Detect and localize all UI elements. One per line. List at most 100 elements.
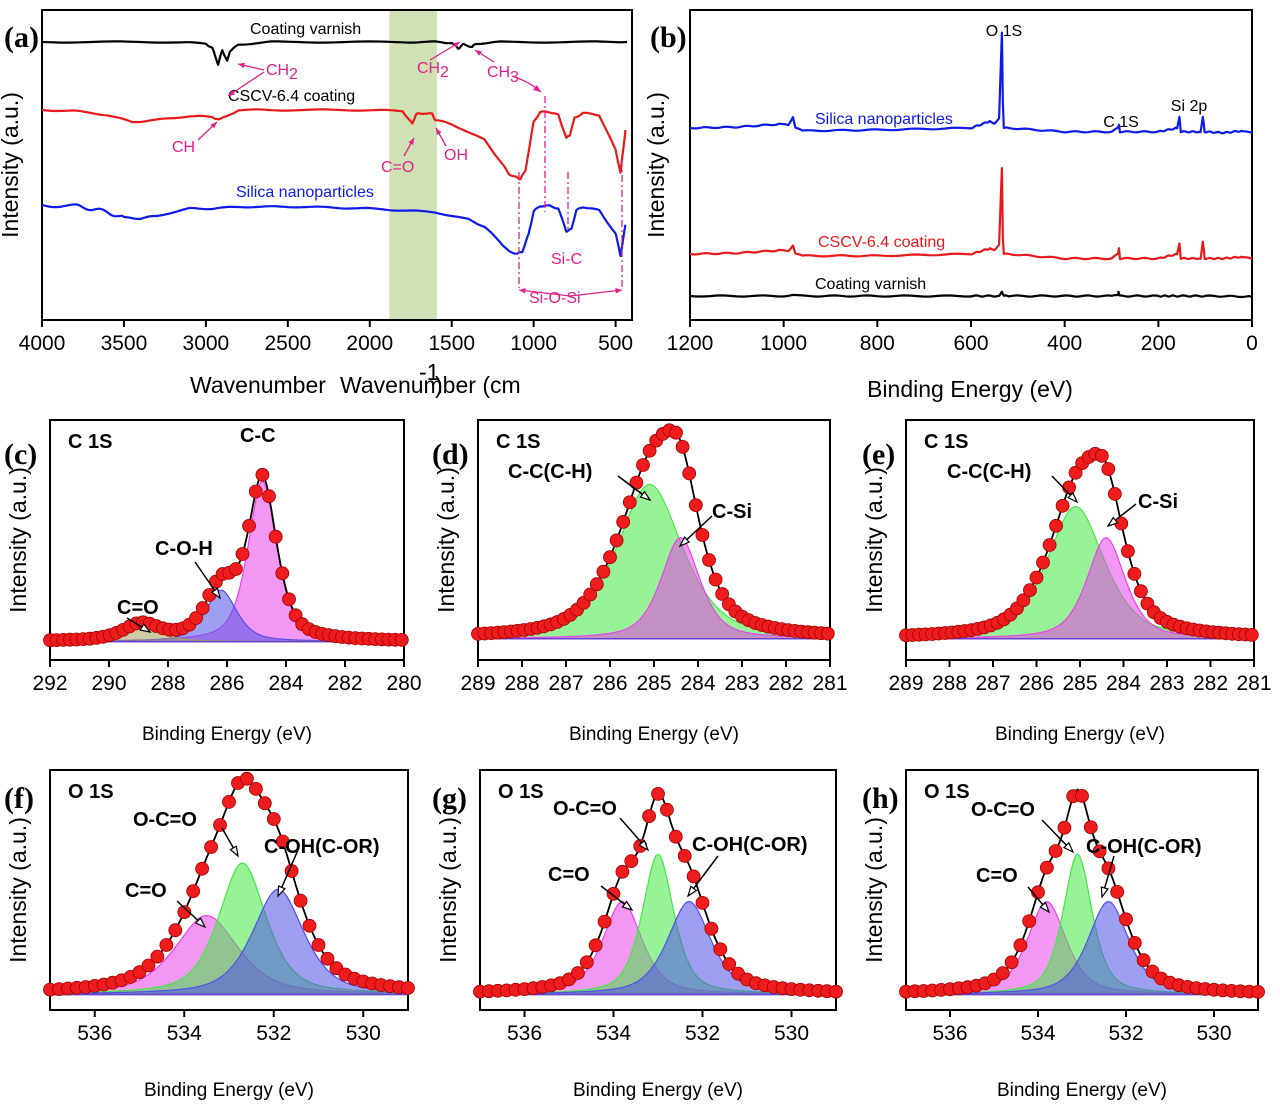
data-point xyxy=(1042,538,1057,552)
series-line xyxy=(41,203,627,258)
peak-label: C-Si xyxy=(1138,491,1178,513)
x-tick-label: 281 xyxy=(812,672,847,695)
peak-arrowhead xyxy=(621,900,634,912)
peak-label: C-OH(C-OR) xyxy=(264,836,380,858)
x-axis-label: Binding Energy (eV) xyxy=(997,1080,1167,1101)
x-tick-label: 288 xyxy=(504,672,539,695)
y-axis-label: Intensity (a.u.) xyxy=(5,817,31,963)
series-label: Silica nanoparticles xyxy=(236,184,374,201)
data-point xyxy=(1092,844,1107,859)
data-point xyxy=(235,547,250,561)
data-point xyxy=(682,466,697,481)
x-tick-label: 287 xyxy=(975,672,1010,695)
data-point xyxy=(1029,570,1044,585)
panel-label: (b) xyxy=(650,21,687,54)
x-axis-label: Binding Energy (eV) xyxy=(142,724,312,745)
data-point xyxy=(1101,462,1116,476)
x-tick-label: 536 xyxy=(77,1022,112,1045)
annotation-arrow xyxy=(569,289,623,297)
peak-arrowhead xyxy=(277,885,286,898)
data-point xyxy=(255,467,270,482)
y-axis-label: Intensity (a.u.) xyxy=(435,817,461,963)
peak-arrowhead xyxy=(1100,886,1109,899)
data-point xyxy=(248,782,263,796)
data-point xyxy=(588,938,603,953)
data-point xyxy=(1119,912,1133,927)
data-point xyxy=(636,458,650,472)
axes-frame xyxy=(479,769,837,1011)
annotation-ch2-sub: 2 xyxy=(440,64,449,81)
x-tick-label: 286 xyxy=(209,672,244,695)
y-axis-label: Intensity (a.u.) xyxy=(433,467,459,613)
data-point xyxy=(1075,789,1089,803)
annotation-arrowhead xyxy=(615,288,622,294)
data-point xyxy=(1127,936,1142,950)
data-point xyxy=(266,812,281,826)
data-point xyxy=(669,425,683,440)
data-point xyxy=(1083,820,1098,835)
series-line xyxy=(689,31,1253,135)
series-line xyxy=(689,167,1253,261)
peak-label: O-C=O xyxy=(133,809,197,831)
series-line xyxy=(689,290,1253,299)
data-point xyxy=(275,566,290,581)
panel-e: 289 288 287 286 285 284 283 282 281 Intensity (a.… xyxy=(861,419,1272,745)
peak-arrowhead xyxy=(1039,901,1051,914)
data-point xyxy=(708,572,723,587)
data-point xyxy=(1022,914,1037,928)
x-tick-label: 2500 xyxy=(264,332,311,355)
data-point xyxy=(1049,518,1063,533)
y-axis-label: Intensity (a.u.) xyxy=(643,92,669,238)
x-tick-label: 532 xyxy=(1108,1022,1143,1045)
x-tick-label: 287 xyxy=(548,672,583,695)
x-tick-label: 286 xyxy=(1019,672,1054,695)
data-point xyxy=(228,562,243,576)
data-point xyxy=(141,958,156,973)
data-point xyxy=(579,955,594,970)
peak-label: C-C(C-H) xyxy=(508,461,592,483)
panel-f: 536 534 532 530 Intensity (a.u.)(f) Binding E… xyxy=(4,769,415,1101)
x-axis-label: Wavenumber xyxy=(190,372,326,398)
data-point xyxy=(320,951,335,966)
data-point xyxy=(829,984,843,999)
x-tick-label: 600 xyxy=(953,332,988,355)
data-point xyxy=(1039,860,1054,875)
peak-label: C-C xyxy=(240,425,276,447)
data-point xyxy=(257,796,272,811)
panel-title: O 1S xyxy=(498,781,544,803)
panel-b: 1200 1000 800 600 400 200 0 Intensity (a.u.) (b)… xyxy=(643,9,1258,402)
axes-frame xyxy=(905,769,1259,1011)
annotation-arrowhead xyxy=(533,85,541,92)
panel-title: C 1S xyxy=(68,431,112,453)
series-label: Coating varnish xyxy=(815,276,926,293)
panel-title: O 1S xyxy=(924,781,970,803)
x-tick-label: 1000 xyxy=(510,332,557,355)
data-point xyxy=(597,914,612,929)
x-tick-label: 284 xyxy=(680,672,715,695)
peak-arrowhead xyxy=(686,885,698,898)
data-point xyxy=(195,861,210,876)
data-point xyxy=(302,918,317,933)
panel-h: 536 534 532 530 Intensity (a.u.)(h) Binding E… xyxy=(861,769,1265,1101)
data-point xyxy=(615,864,630,879)
data-point xyxy=(820,626,835,641)
x-axis-label: Binding Energy (eV) xyxy=(569,724,739,745)
data-point xyxy=(702,553,716,567)
x-axis-label: Binding Energy (eV) xyxy=(995,724,1165,745)
data-point xyxy=(1110,885,1125,899)
peak-label: C-Si xyxy=(712,501,752,523)
data-point xyxy=(695,896,710,910)
x-tick-label: 282 xyxy=(1193,672,1228,695)
axes-frame xyxy=(41,9,633,321)
y-axis-label: Intensity (a.u.) xyxy=(0,92,23,238)
peak-arrowhead xyxy=(210,587,221,600)
data-point xyxy=(677,849,692,863)
x-tick-label: 1500 xyxy=(428,332,475,355)
peak-arrowhead xyxy=(194,917,207,929)
data-point xyxy=(248,484,263,499)
data-point xyxy=(1013,938,1028,953)
x-tick-label: 284 xyxy=(268,672,303,695)
data-point xyxy=(1107,486,1122,501)
data-point xyxy=(715,587,730,601)
annotation-ch: CH xyxy=(172,139,195,156)
